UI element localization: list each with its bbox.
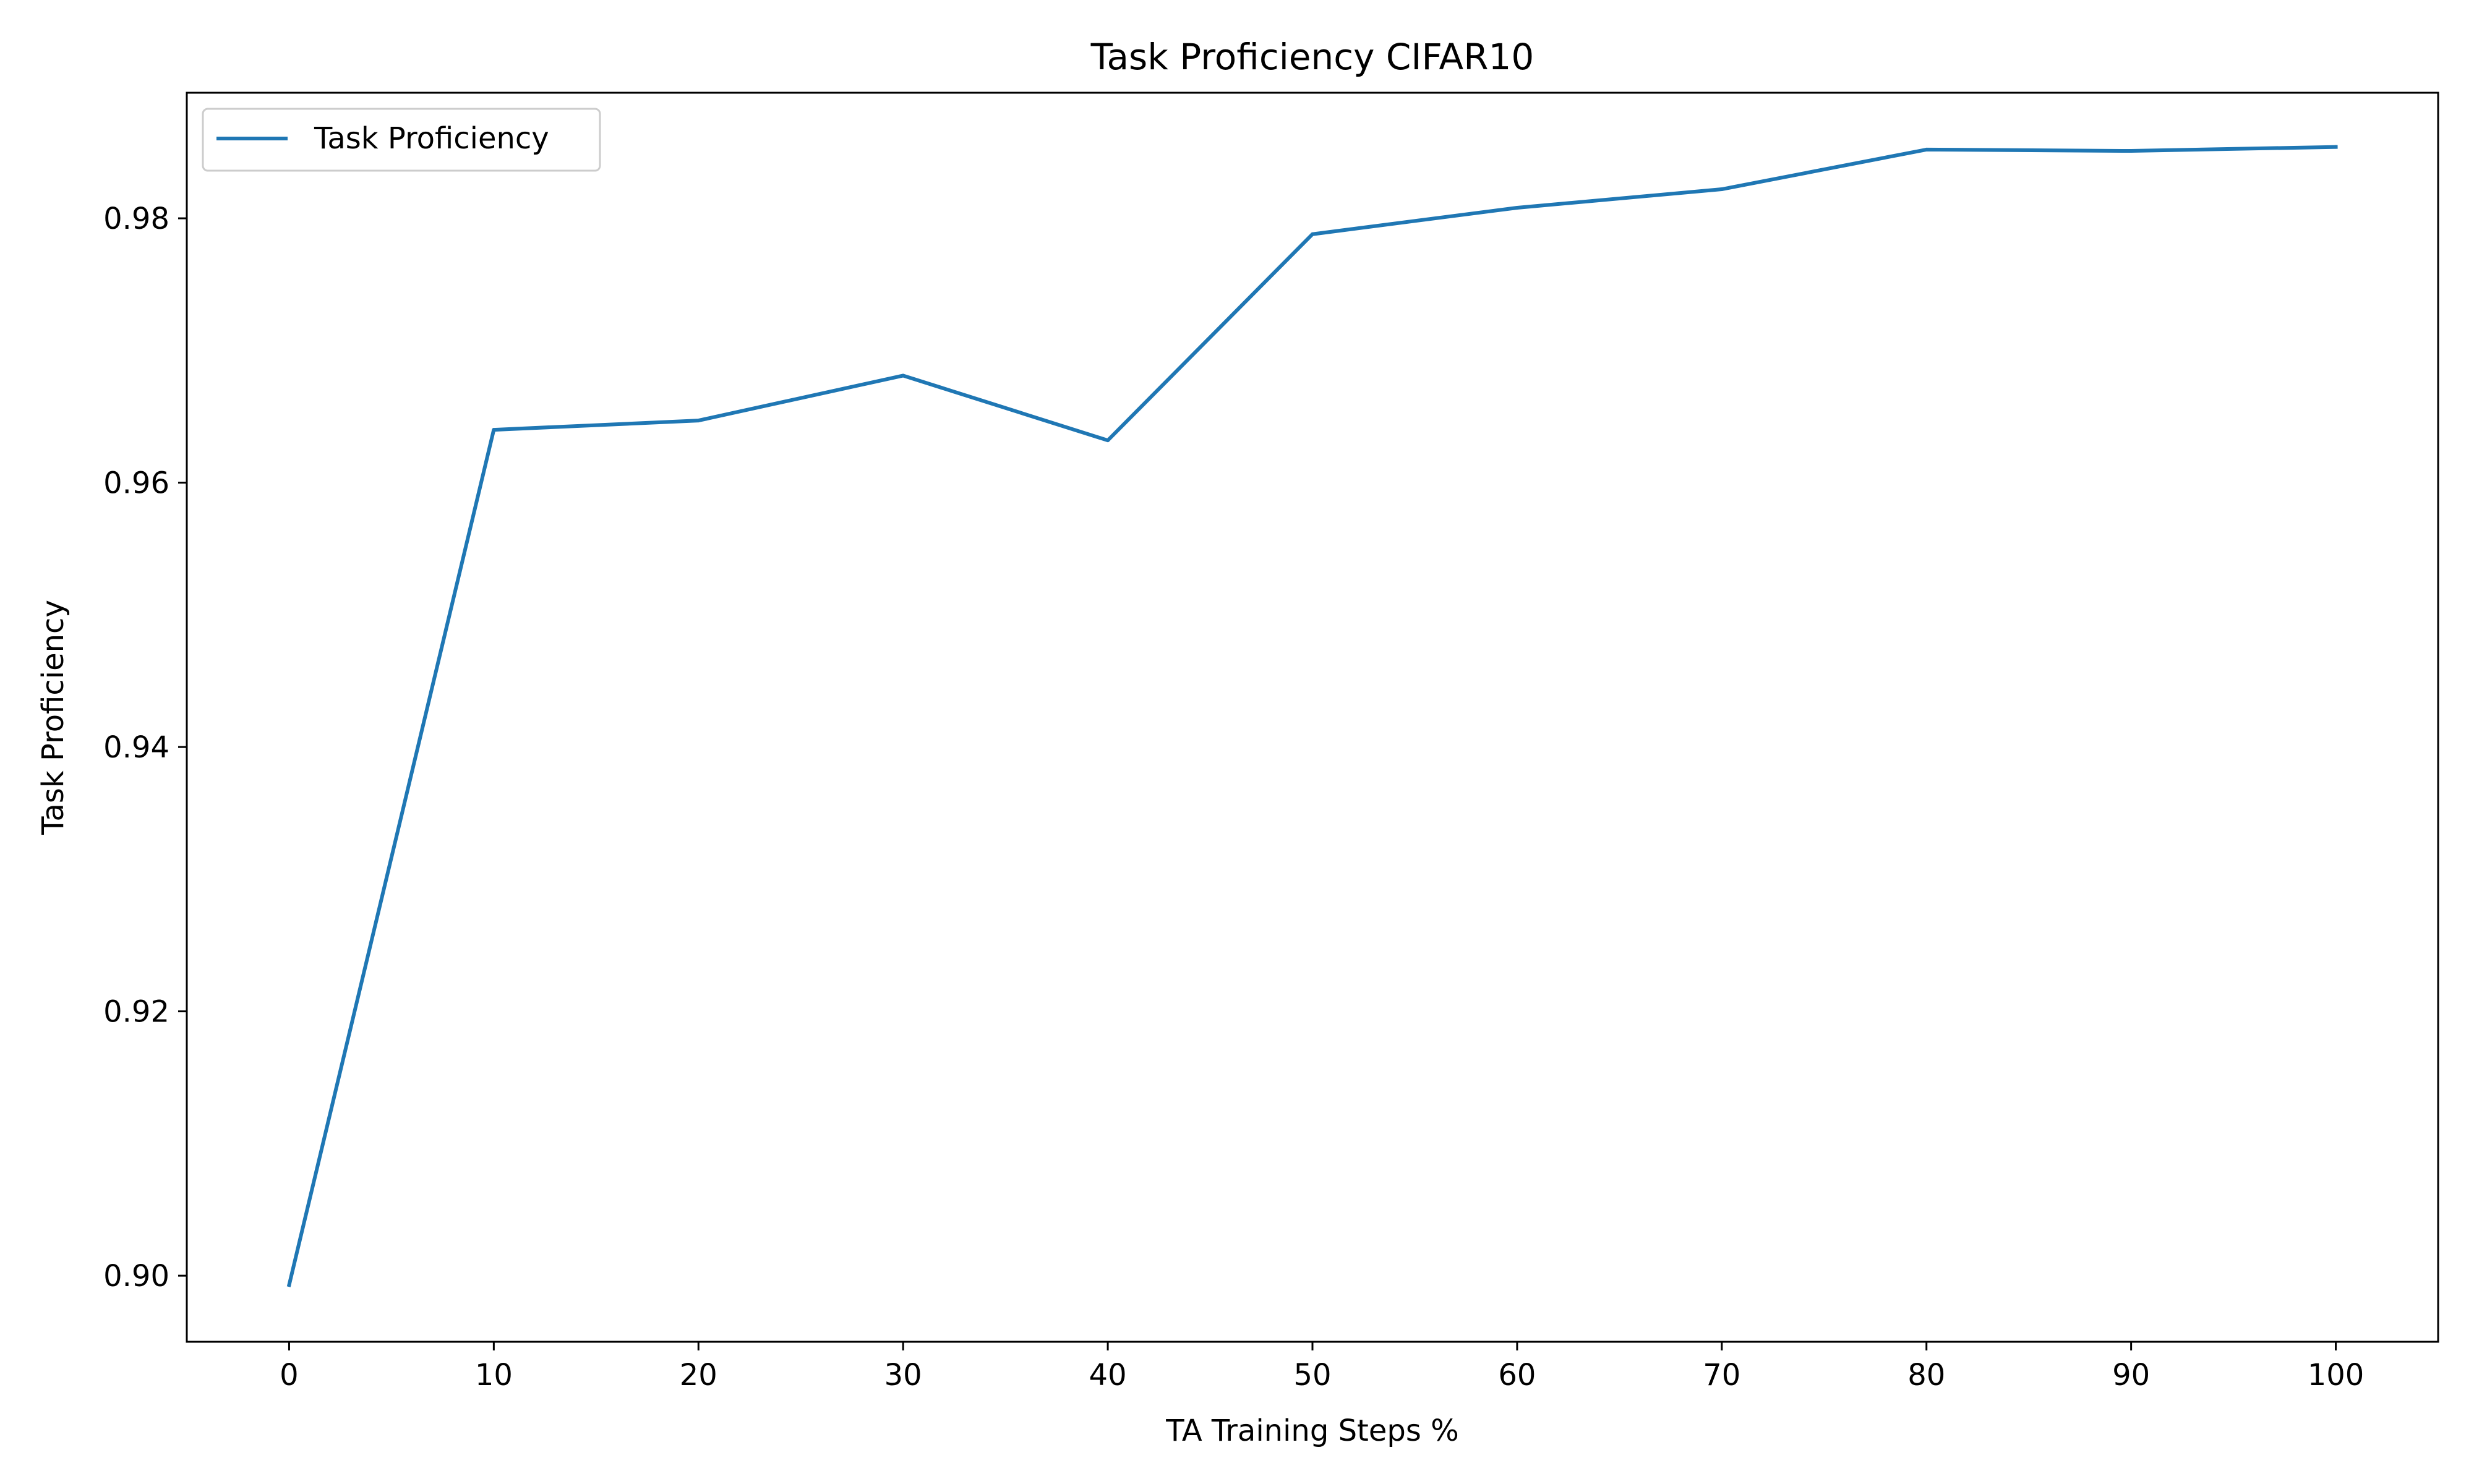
y-tick-label: 0.96 [103, 466, 169, 501]
series-layer [286, 145, 2338, 1287]
legend-label-task-proficiency: Task Proficiency [314, 121, 549, 156]
x-tick-label: 60 [1498, 1358, 1536, 1392]
data-point [492, 428, 496, 432]
data-point [901, 373, 905, 378]
x-tick-label: 20 [680, 1358, 717, 1392]
x-axis-label: TA Training Steps % [1165, 1414, 1459, 1448]
x-tick-label: 90 [2112, 1358, 2150, 1392]
legend: Task Proficiency [202, 108, 601, 172]
legend-box [202, 108, 601, 172]
x-tick-label: 80 [1907, 1358, 1945, 1392]
y-tick-label: 0.94 [103, 730, 169, 765]
x-tick-label: 70 [1703, 1358, 1740, 1392]
x-tick-label: 0 [280, 1358, 299, 1392]
y-tick-label: 0.92 [103, 995, 169, 1030]
x-tick-label: 10 [475, 1358, 513, 1392]
x-tick-label: 50 [1293, 1358, 1331, 1392]
data-point [2334, 145, 2338, 149]
y-tick-label: 0.98 [103, 202, 169, 236]
x-tick-label: 100 [2308, 1358, 2365, 1392]
x-tick-label: 30 [884, 1358, 922, 1392]
data-point [1106, 438, 1110, 443]
data-point [1924, 147, 1928, 151]
chart-title: Task Proficiency CIFAR10 [1090, 36, 1534, 78]
y-axis: 0.90 0.92 0.94 0.96 0.98 [103, 202, 187, 1294]
data-point [1311, 232, 1314, 236]
y-tick-label: 0.90 [103, 1259, 169, 1294]
data-point [1719, 187, 1724, 192]
data-point [2129, 149, 2133, 153]
data-point [1515, 205, 1519, 210]
x-tick-label: 40 [1089, 1358, 1127, 1392]
x-axis: 0 10 20 30 40 50 60 70 80 90 100 [280, 1342, 2364, 1392]
y-axis-label: Task Proficiency [36, 600, 71, 835]
data-point [287, 1283, 291, 1287]
plot-area [186, 92, 2439, 1343]
data-point [696, 419, 701, 423]
